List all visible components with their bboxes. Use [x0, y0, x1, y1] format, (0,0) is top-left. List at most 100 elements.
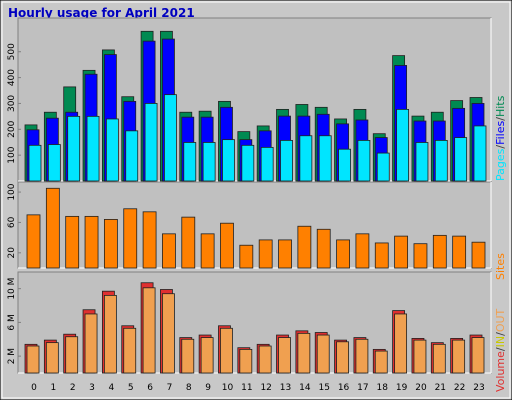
bar	[278, 239, 292, 269]
x-tick-label: 10	[222, 383, 234, 393]
bar	[452, 339, 466, 374]
bar	[471, 241, 486, 269]
bar	[258, 345, 272, 374]
y-tick-label: 300	[7, 95, 17, 112]
bar	[181, 216, 196, 269]
bar	[258, 239, 273, 269]
x-tick-label: 6	[147, 383, 153, 393]
bar	[415, 142, 429, 182]
x-tick-label: 15	[318, 383, 329, 393]
legend-entry: Pages	[494, 148, 507, 181]
bar	[162, 233, 176, 269]
y-tick-label: 10 M	[7, 278, 17, 300]
bar	[28, 144, 42, 182]
bar	[103, 219, 118, 269]
legend-entry: Volume	[494, 351, 507, 392]
bar	[239, 348, 253, 374]
y-tick-label: 100	[7, 183, 17, 200]
bar	[316, 228, 331, 269]
x-tick-label: 23	[473, 383, 484, 393]
bar	[280, 140, 293, 182]
bar	[413, 339, 427, 374]
x-tick-label: 3	[89, 383, 95, 393]
bar	[413, 243, 428, 269]
x-tick-label: 4	[109, 383, 115, 393]
bar	[123, 208, 138, 269]
bar	[26, 214, 41, 269]
bar	[144, 103, 158, 182]
legend-entry: Sites	[494, 253, 507, 280]
bar	[142, 211, 157, 269]
bar	[355, 338, 369, 374]
x-tick-label: 1	[50, 383, 56, 393]
bar	[374, 350, 388, 374]
bar	[336, 341, 349, 374]
y-tick-label: 6 M	[7, 314, 17, 330]
bar	[376, 152, 390, 182]
bar	[471, 337, 485, 374]
bar	[318, 135, 332, 182]
legend-separator: /	[494, 145, 507, 149]
bar	[220, 222, 234, 269]
bar	[181, 338, 195, 374]
bar	[355, 233, 370, 269]
legend-entry: IN	[494, 336, 507, 347]
x-tick-label: 20	[415, 383, 427, 393]
bar	[125, 130, 139, 182]
bar	[220, 327, 233, 374]
bar	[123, 327, 137, 374]
x-tick-label: 8	[186, 383, 192, 393]
bar	[432, 234, 447, 269]
bar	[336, 239, 350, 269]
legend-entry: OUT	[494, 308, 507, 332]
y-tick-label: 2 M	[7, 348, 17, 364]
legend-entry: Hits	[494, 95, 507, 117]
bar	[394, 235, 409, 269]
bar	[65, 336, 79, 374]
y-tick-label: 500	[7, 43, 17, 60]
bar	[357, 140, 371, 182]
bar	[202, 142, 216, 182]
y-tick-label: 200	[7, 120, 17, 137]
bar	[394, 313, 408, 374]
bar	[434, 140, 448, 182]
bar	[260, 146, 274, 182]
bar	[299, 135, 313, 182]
bar	[164, 94, 177, 182]
x-tick-label: 9	[205, 383, 211, 393]
bar	[162, 293, 175, 374]
bar	[452, 235, 467, 269]
y-tick-label: 20	[7, 247, 17, 259]
x-tick-label: 16	[338, 383, 350, 393]
legend-separator: /	[494, 117, 507, 121]
bar	[84, 215, 99, 269]
bar	[84, 313, 98, 374]
bar	[65, 215, 80, 269]
x-tick-label: 22	[454, 383, 465, 393]
bar	[45, 342, 59, 374]
legend: Sites	[494, 253, 507, 280]
bar	[316, 334, 330, 374]
x-tick-label: 11	[241, 383, 252, 393]
x-tick-label: 5	[128, 383, 134, 393]
bar	[26, 345, 40, 374]
x-tick-label: 0	[31, 383, 37, 393]
bar	[142, 287, 156, 374]
bar	[432, 343, 446, 374]
y-tick-label: 400	[7, 69, 17, 86]
bar	[222, 139, 235, 182]
x-tick-label: 17	[357, 383, 368, 393]
x-tick-label: 13	[280, 383, 291, 393]
bar	[338, 148, 351, 182]
bar	[67, 115, 81, 182]
bar	[241, 144, 255, 182]
bar	[297, 225, 312, 269]
bar	[47, 144, 61, 182]
legend: Volume/IN/OUT	[494, 308, 507, 392]
bar	[200, 337, 214, 374]
bar	[374, 242, 389, 269]
x-tick-label: 19	[396, 383, 408, 393]
x-tick-label: 2	[70, 383, 76, 393]
bar	[200, 233, 215, 269]
